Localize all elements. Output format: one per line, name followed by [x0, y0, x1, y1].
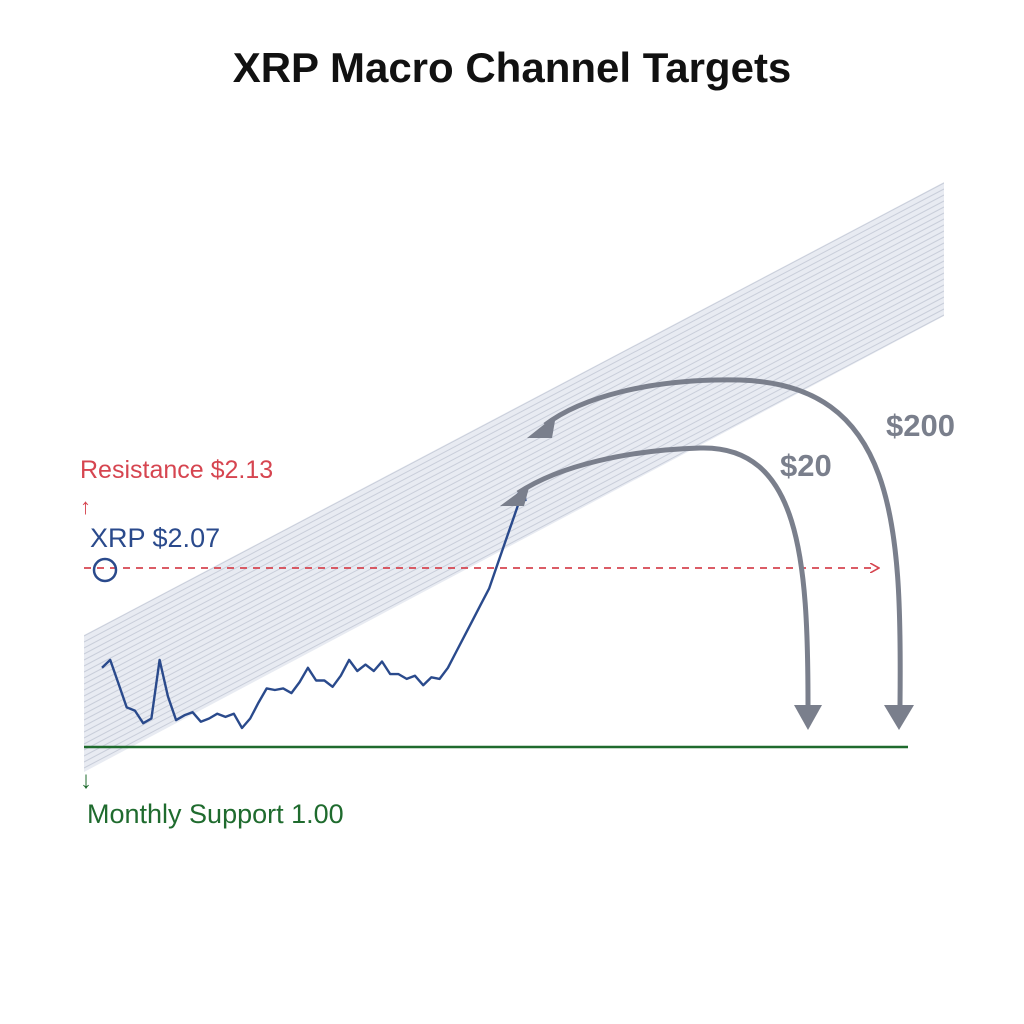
- support-label: Monthly Support 1.00: [87, 799, 344, 829]
- current-price-label: XRP $2.07: [90, 523, 220, 553]
- hatch-line: [84, 254, 944, 709]
- hatch-line: [84, 230, 944, 685]
- current-price-marker: [92, 557, 118, 583]
- target-arrow-20-head: [500, 484, 530, 506]
- hatch-line: [84, 224, 944, 679]
- hatch-line: [84, 182, 944, 637]
- hatch-line: [84, 296, 944, 751]
- target-arrow-20: [516, 445, 811, 706]
- resistance-label: Resistance $2.13: [80, 456, 273, 484]
- hatch-line: [84, 206, 944, 661]
- hatch-line: [84, 200, 944, 655]
- hatch-line: [84, 236, 944, 691]
- hatch-line: [84, 284, 944, 739]
- hatch-line: [84, 248, 944, 703]
- target-arrow-20-tail-head: [794, 705, 822, 730]
- hatch-line: [84, 266, 944, 721]
- hatch-line: [84, 194, 944, 649]
- price-line: [101, 494, 522, 730]
- hatch-line: [84, 260, 944, 715]
- hatch-line: [84, 188, 944, 643]
- resistance-arrow-icon: ↑: [80, 494, 91, 519]
- hatch-line: [84, 218, 944, 673]
- hatch-line: [84, 302, 944, 757]
- target-arrow-200: [543, 377, 903, 706]
- chart-title: XRP Macro Channel Targets: [232, 44, 792, 91]
- target-label-20: $20: [780, 448, 832, 483]
- support-arrow-icon: ↓: [80, 767, 92, 794]
- hatch-line: [84, 308, 944, 763]
- target-arrow-200-head: [527, 415, 556, 438]
- target-arrow-200-tail-head: [884, 705, 914, 730]
- target-label-200: $200: [886, 408, 955, 443]
- hatch-line: [84, 182, 944, 631]
- hatch-line: [84, 242, 944, 697]
- hatch-line: [84, 212, 944, 667]
